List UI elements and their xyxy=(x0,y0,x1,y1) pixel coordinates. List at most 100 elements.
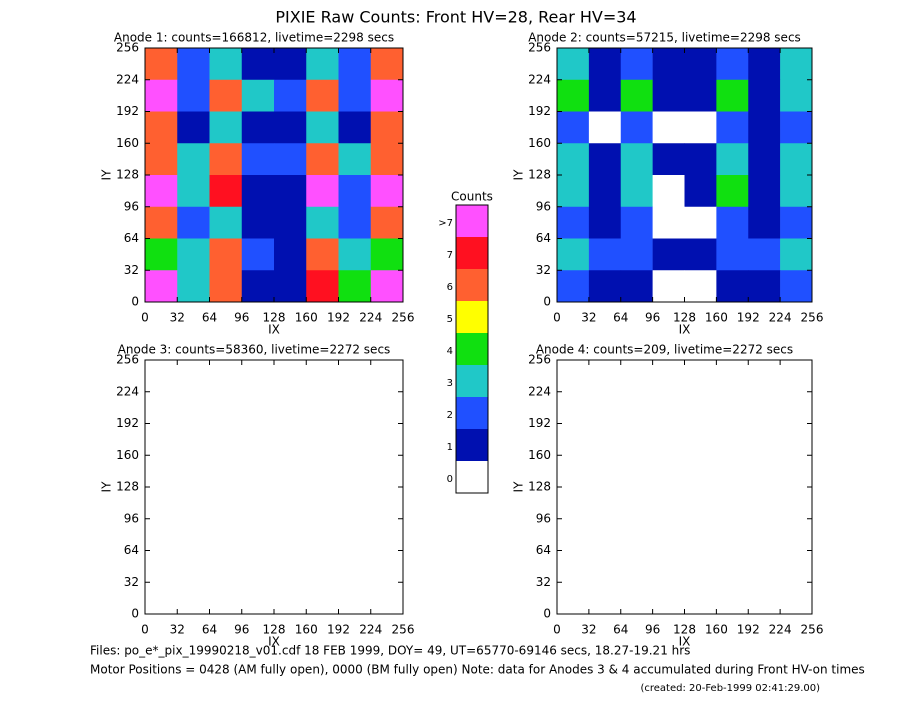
heat-cell xyxy=(620,423,653,456)
heat-cell xyxy=(652,206,685,239)
y-axis-label: IY xyxy=(100,169,114,181)
heat-cell xyxy=(370,79,404,112)
heat-cell xyxy=(145,550,178,583)
heat-cell xyxy=(557,48,590,81)
colorbar-title: Counts xyxy=(451,190,493,204)
heat-cell xyxy=(241,391,275,424)
heat-cell xyxy=(588,111,622,144)
heat-cell xyxy=(145,48,178,81)
heat-cell xyxy=(209,206,243,239)
heat-cell xyxy=(241,582,275,615)
heat-cell xyxy=(588,455,622,488)
heat-cell xyxy=(306,360,339,393)
x-tick-label: 96 xyxy=(234,311,249,325)
heat-cell xyxy=(652,487,685,520)
heat-cell xyxy=(338,238,372,271)
heat-cell xyxy=(684,270,717,303)
x-tick-label: 96 xyxy=(645,623,660,637)
heat-cell xyxy=(274,48,307,81)
heat-cell xyxy=(306,391,339,424)
heat-cell xyxy=(241,79,275,112)
heat-cell xyxy=(306,270,339,303)
heat-cell xyxy=(716,391,749,424)
heat-cell xyxy=(716,518,749,551)
heat-cell xyxy=(620,175,653,208)
y-tick-label: 0 xyxy=(543,607,551,621)
heat-cell xyxy=(588,423,622,456)
y-tick-label: 96 xyxy=(124,511,139,525)
heat-cell xyxy=(209,270,243,303)
heat-cell xyxy=(716,360,749,393)
heat-cell xyxy=(588,79,622,112)
heat-cell xyxy=(338,143,372,176)
heat-cell xyxy=(780,423,813,456)
colorbar-cell xyxy=(456,333,488,365)
heat-cell xyxy=(748,48,781,81)
heat-cell xyxy=(557,360,590,393)
footer-created: (created: 20-Feb-1999 02:41:29.00) xyxy=(640,683,820,694)
heat-cell xyxy=(209,518,243,551)
heat-cell xyxy=(557,423,590,456)
heat-cell xyxy=(177,79,210,112)
heat-cell xyxy=(748,175,781,208)
x-tick-label: 64 xyxy=(202,623,217,637)
heat-cell xyxy=(338,423,372,456)
heat-cell xyxy=(748,455,781,488)
x-tick-label: 224 xyxy=(769,623,792,637)
heat-cell xyxy=(338,518,372,551)
colorbar-label: 4 xyxy=(447,346,453,357)
y-tick-label: 64 xyxy=(124,543,139,557)
y-tick-label: 224 xyxy=(116,72,139,86)
heat-cell xyxy=(716,582,749,615)
heat-cell xyxy=(370,550,404,583)
y-tick-label: 128 xyxy=(116,168,139,182)
heat-cell xyxy=(338,550,372,583)
heat-cell xyxy=(748,518,781,551)
x-tick-label: 32 xyxy=(581,623,596,637)
heat-cell xyxy=(557,487,590,520)
x-axis-label: IX xyxy=(679,323,691,337)
heat-cell xyxy=(241,550,275,583)
heat-cell xyxy=(338,206,372,239)
heat-cell xyxy=(145,487,178,520)
x-tick-label: 256 xyxy=(801,623,824,637)
heat-cell xyxy=(274,550,307,583)
colorbar-label: 0 xyxy=(447,474,453,485)
heat-cell xyxy=(588,48,622,81)
heat-cell xyxy=(780,206,813,239)
colorbar-label: 1 xyxy=(447,442,453,453)
heat-cell xyxy=(177,582,210,615)
heat-cell xyxy=(588,175,622,208)
heat-cell xyxy=(557,238,590,271)
heat-cell xyxy=(241,518,275,551)
y-axis-label: IY xyxy=(100,481,114,493)
y-tick-label: 160 xyxy=(528,448,551,462)
heat-cell xyxy=(177,206,210,239)
heat-cell xyxy=(557,582,590,615)
heat-cell xyxy=(209,582,243,615)
heat-cell xyxy=(370,143,404,176)
colorbar-cell xyxy=(456,237,488,269)
heat-cell xyxy=(370,582,404,615)
heat-cell xyxy=(620,391,653,424)
heat-cell xyxy=(338,360,372,393)
x-axis-label: IX xyxy=(268,323,280,337)
x-tick-label: 32 xyxy=(581,311,596,325)
heat-cell xyxy=(716,175,749,208)
x-tick-label: 0 xyxy=(141,623,149,637)
heat-cell xyxy=(557,111,590,144)
y-tick-label: 160 xyxy=(528,136,551,150)
heat-cell xyxy=(620,487,653,520)
heat-cell xyxy=(588,550,622,583)
heat-cell xyxy=(209,175,243,208)
heat-cell xyxy=(177,518,210,551)
heat-cell xyxy=(652,238,685,271)
heat-cell xyxy=(620,48,653,81)
heat-cell xyxy=(652,423,685,456)
x-tick-label: 256 xyxy=(392,311,415,325)
y-tick-label: 64 xyxy=(536,543,551,557)
heat-cell xyxy=(370,238,404,271)
x-tick-label: 64 xyxy=(202,311,217,325)
heat-cell xyxy=(780,360,813,393)
